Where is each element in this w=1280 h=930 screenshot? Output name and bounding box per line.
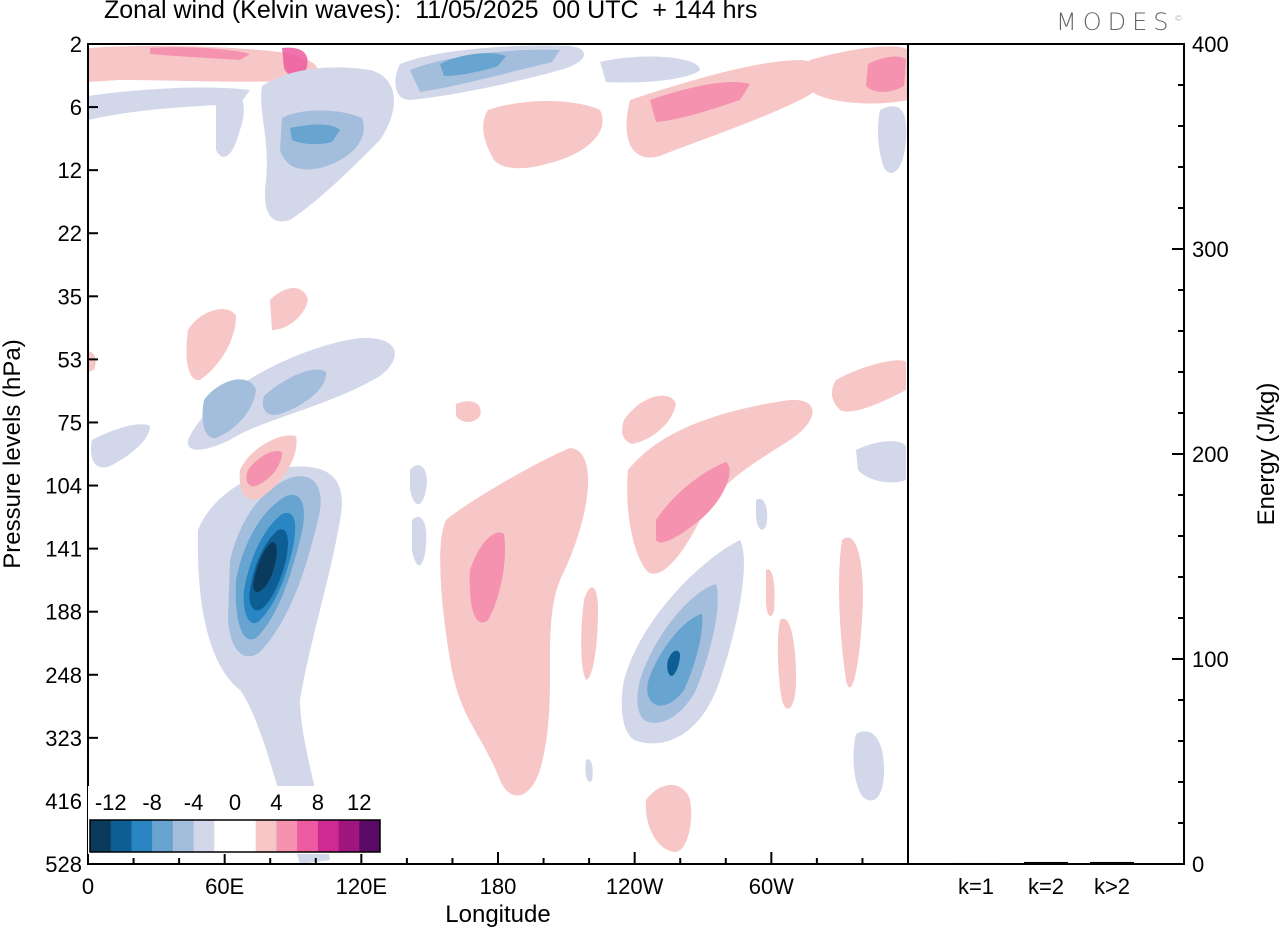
- energy-category-label: k>2: [1094, 874, 1130, 899]
- energy-tick-label: 100: [1192, 647, 1229, 672]
- y-tick-label: 416: [45, 789, 82, 814]
- y-tick-label: 2: [70, 32, 82, 57]
- colorbar-label: -8: [142, 790, 162, 815]
- energy-plot-frame: [907, 43, 1185, 865]
- y-tick-label: 188: [45, 600, 82, 625]
- colorbar-swatch: [297, 820, 319, 852]
- y-tick-label: 35: [58, 284, 82, 309]
- y-tick-label: 104: [45, 474, 82, 499]
- colorbar-label: 0: [229, 790, 241, 815]
- energy-bar: [1090, 861, 1134, 864]
- energy-tick-label: 300: [1192, 237, 1229, 262]
- pressure-axis: 2 6 12 22 35 53 75 104 141 188 248 323 416 528: [45, 32, 98, 877]
- y-tick-label: 248: [45, 663, 82, 688]
- y-tick-label: 141: [45, 537, 82, 562]
- contour-field: [88, 45, 908, 864]
- y-tick-label: 12: [58, 158, 82, 183]
- y-tick-label: 53: [58, 347, 82, 372]
- colorbar-label: -4: [184, 790, 204, 815]
- colorbar-label: 4: [270, 790, 282, 815]
- energy-axis: 0 100 200 300 400: [1172, 32, 1229, 877]
- colorbar-swatch: [152, 820, 174, 852]
- colorbar-swatch: [172, 820, 195, 852]
- y-tick-label: 75: [58, 410, 82, 435]
- y-tick-label: 323: [45, 726, 82, 751]
- x-axis-title: Longitude: [445, 901, 550, 928]
- longitude-axis: 0 60E 120E 180 120W 60W: [82, 852, 909, 899]
- colorbar-swatch: [131, 820, 153, 852]
- chart-title: Zonal wind (Kelvin waves): 11/05/2025 00…: [104, 0, 758, 24]
- modes-logo: MODES©: [1056, 8, 1183, 36]
- colorbar-swatch: [338, 820, 360, 852]
- energy-axis-title: Energy (J/kg): [1253, 383, 1280, 526]
- colorbar-swatch: [255, 820, 277, 852]
- y-tick-label: 22: [58, 221, 82, 246]
- x-tick-label: 120E: [336, 874, 387, 899]
- x-tick-label: 180: [480, 874, 517, 899]
- colorbar-label: 12: [347, 790, 371, 815]
- x-tick-label: 0: [82, 874, 94, 899]
- x-tick-label: 60W: [749, 874, 794, 899]
- colorbar-swatch: [276, 820, 298, 852]
- energy-category-label: k=2: [1028, 874, 1064, 899]
- energy-category-label: k=1: [958, 874, 994, 899]
- colorbar-label: 8: [312, 790, 324, 815]
- energy-tick-label: 0: [1192, 852, 1204, 877]
- energy-tick-label: 400: [1192, 32, 1229, 57]
- energy-bars: k=1 k=2 k>2: [954, 861, 1134, 899]
- energy-tick-label: 200: [1192, 442, 1229, 467]
- x-tick-label: 120W: [606, 874, 664, 899]
- colorbar-swatch: [359, 820, 381, 852]
- colorbar-swatch: [317, 820, 340, 852]
- y-axis-title: Pressure levels (hPa): [0, 339, 26, 568]
- colorbar-swatch: [193, 820, 215, 852]
- colorbar-swatch: [90, 820, 112, 852]
- colorbar-label: -12: [95, 790, 127, 815]
- energy-bar: [954, 862, 998, 865]
- energy-bar: [1024, 861, 1068, 864]
- colorbar-swatch: [235, 820, 257, 852]
- colorbar-swatch: [110, 820, 132, 852]
- y-tick-label: 528: [45, 852, 82, 877]
- colorbar-swatch: [214, 820, 236, 852]
- x-tick-label: 60E: [205, 874, 244, 899]
- y-tick-label: 6: [70, 95, 82, 120]
- colorbar: -12 -8 -4 0 4 8 12: [88, 786, 382, 854]
